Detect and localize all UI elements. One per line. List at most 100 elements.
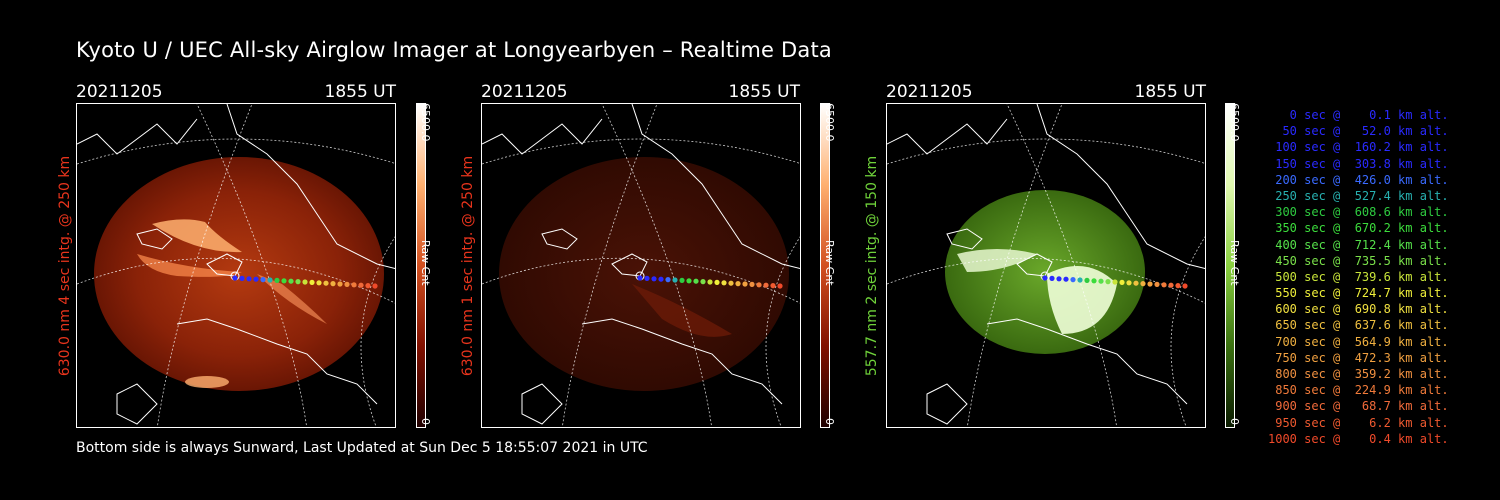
legend-row: 500 sec @ 739.6 km alt.: [1268, 269, 1449, 284]
trajectory-dot: [302, 279, 308, 285]
trajectory-dot: [1133, 280, 1139, 286]
legend-row: 100 sec @ 160.2 km alt.: [1268, 140, 1449, 155]
trajectory-dot: [295, 279, 301, 285]
panel-2-time: 1855 UT: [728, 82, 801, 102]
trajectory-dot: [344, 281, 350, 287]
panel-2-wavelength-label: 630.0 nm 1 sec intg. @ 250 km: [460, 155, 476, 376]
trajectory-dot: [777, 283, 783, 289]
trajectory-dot: [714, 279, 720, 285]
panel-2-date: 20211205: [481, 82, 568, 102]
panel-1-wavelength-label: 630.0 nm 4 sec intg. @ 250 km: [57, 155, 73, 376]
legend-row: 50 sec @ 52.0 km alt.: [1268, 124, 1449, 139]
trajectory-dot: [749, 281, 755, 287]
legend-row: 750 sec @ 472.3 km alt.: [1268, 350, 1449, 365]
trajectory-dot: [756, 282, 762, 288]
trajectory-dot: [1098, 278, 1104, 284]
panel-1-time: 1855 UT: [324, 82, 397, 102]
trajectory-dot: [372, 283, 378, 289]
trajectory-dot: [1112, 279, 1118, 285]
trajectory-dot: [246, 276, 252, 282]
panel-3-allsky-image: [886, 103, 1206, 428]
aurora-patch: [957, 249, 1037, 272]
trajectory-dot: [1126, 280, 1132, 286]
trajectory-dot: [260, 277, 266, 283]
trajectory-dot: [721, 280, 727, 286]
panel-1-map-svg: [77, 104, 395, 427]
coastline: [887, 104, 1205, 425]
panel-1-allsky-image: [76, 103, 396, 428]
legend-row: 650 sec @ 637.6 km alt.: [1268, 318, 1449, 333]
legend-row: 350 sec @ 670.2 km alt.: [1268, 221, 1449, 236]
trajectory-dot: [1105, 279, 1111, 285]
trajectory-dot: [1056, 276, 1062, 282]
trajectory-dot: [1119, 279, 1125, 285]
page-title: Kyoto U / UEC All-sky Airglow Imager at …: [76, 38, 832, 62]
trajectory-dot: [1182, 283, 1188, 289]
panel-3-time: 1855 UT: [1134, 82, 1207, 102]
trajectory-dot: [1140, 281, 1146, 287]
trajectory-dot: [274, 277, 280, 283]
trajectory-dot: [1063, 276, 1069, 282]
trajectory-dot: [1154, 281, 1160, 287]
legend-row: 250 sec @ 527.4 km alt.: [1268, 188, 1449, 203]
legend-row: 200 sec @ 426.0 km alt.: [1268, 172, 1449, 187]
trajectory-dot: [1077, 277, 1083, 283]
trajectory-dots: [232, 275, 378, 289]
trajectory-dot: [707, 279, 713, 285]
legend-row: 900 sec @ 68.7 km alt.: [1268, 399, 1449, 414]
legend-row: 300 sec @ 608.6 km alt.: [1268, 205, 1449, 220]
legend-row: 950 sec @ 6.2 km alt.: [1268, 415, 1449, 430]
trajectory-dot: [330, 281, 336, 287]
legend-row: 850 sec @ 224.9 km alt.: [1268, 383, 1449, 398]
aurora-patch: [137, 254, 242, 277]
trajectory-dot: [1168, 282, 1174, 288]
legend-row: 1000 sec @ 0.4 km alt.: [1268, 431, 1449, 446]
trajectory-dot: [253, 276, 259, 282]
panel-1-colorbar: [416, 103, 426, 428]
legend-row: 800 sec @ 359.2 km alt.: [1268, 367, 1449, 381]
footer-status: Bottom side is always Sunward, Last Upda…: [76, 440, 648, 456]
trajectory-dot: [309, 279, 315, 285]
panel-2-map-svg: [482, 104, 800, 427]
aurora-patch: [632, 284, 732, 337]
panel-2-allsky-image: [481, 103, 801, 428]
trajectory-dot: [239, 275, 245, 281]
trajectory-dot: [351, 282, 357, 288]
trajectory-dot: [672, 277, 678, 283]
trajectory-dot: [288, 278, 294, 284]
legend-row: 400 sec @ 712.4 km alt.: [1268, 237, 1449, 252]
trajectory-dot: [658, 276, 664, 282]
trajectory-dot: [1084, 277, 1090, 283]
panel-3-map-svg: [887, 104, 1205, 427]
legend-row: 450 sec @ 735.5 km alt.: [1268, 253, 1449, 268]
trajectory-dot: [267, 277, 273, 283]
trajectory-dot: [1175, 283, 1181, 289]
coastline: [482, 104, 800, 425]
trajectory-dot: [1049, 275, 1055, 281]
trajectory-dot: [742, 281, 748, 287]
trajectory-dot: [337, 281, 343, 287]
panel-3-colorbar: [1225, 103, 1235, 428]
legend-row: 0 sec @ 0.1 km alt.: [1268, 108, 1449, 122]
panel-2-colorbar: [820, 103, 830, 428]
trajectory-dot: [686, 278, 692, 284]
aurora-patch: [257, 274, 327, 324]
legend-row: 700 sec @ 564.9 km alt.: [1268, 334, 1449, 349]
trajectory-dot: [316, 280, 322, 286]
trajectory-dot: [763, 282, 769, 288]
trajectory-dot: [365, 283, 371, 289]
trajectory-dot: [665, 277, 671, 283]
aurora-patch: [152, 219, 242, 253]
trajectory-dot: [651, 276, 657, 282]
trajectory-dot: [693, 278, 699, 284]
panel-3-wavelength-label: 557.7 nm 2 sec intg. @ 150 km: [864, 155, 880, 376]
trajectory-dot: [358, 282, 364, 288]
trajectory-dot: [232, 275, 238, 281]
trajectory-dots: [1042, 275, 1188, 289]
trajectory-dot: [323, 280, 329, 286]
trajectory-dot: [700, 279, 706, 285]
legend-row: 550 sec @ 724.7 km alt.: [1268, 286, 1449, 301]
panel-3-date: 20211205: [886, 82, 973, 102]
trajectory-dot: [637, 275, 643, 281]
trajectory-dot: [644, 275, 650, 281]
